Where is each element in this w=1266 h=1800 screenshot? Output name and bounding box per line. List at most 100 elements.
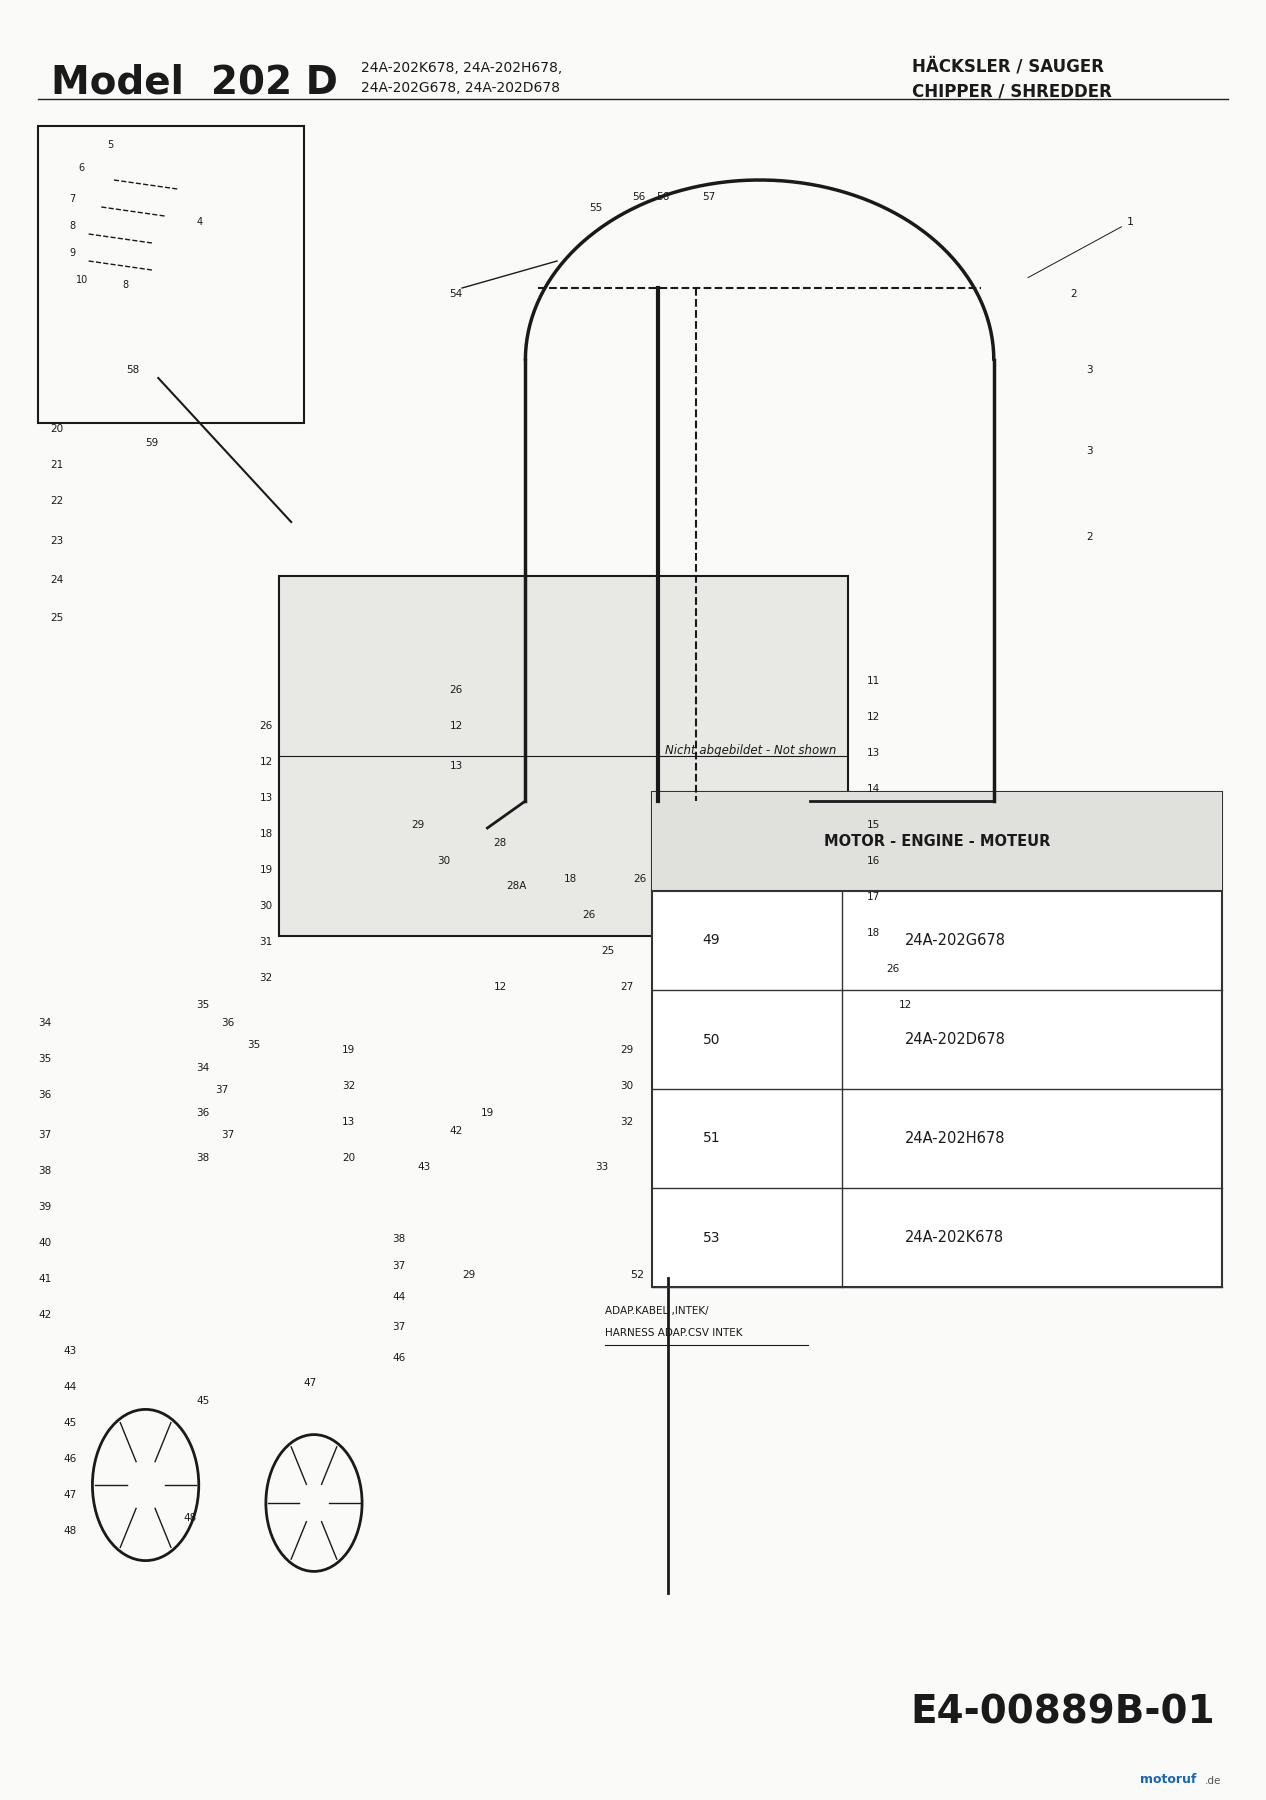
Text: 30: 30 [260, 902, 272, 911]
Text: 58: 58 [127, 365, 139, 374]
Text: 5: 5 [108, 140, 114, 149]
Text: 13: 13 [260, 794, 272, 803]
Text: Model  202 D: Model 202 D [51, 63, 338, 101]
Text: 56: 56 [656, 193, 668, 202]
Text: 24A-202H678: 24A-202H678 [905, 1130, 1005, 1147]
Bar [38, 126, 304, 423]
Text: 12: 12 [494, 983, 506, 992]
Text: 32: 32 [620, 1118, 633, 1127]
Text: 26: 26 [260, 722, 272, 731]
Text: 38: 38 [196, 1154, 209, 1163]
Text: 46: 46 [392, 1354, 405, 1363]
Text: 15: 15 [867, 821, 880, 830]
Text: 46: 46 [63, 1454, 76, 1463]
Text: 53: 53 [703, 1231, 720, 1244]
Text: 45: 45 [196, 1397, 209, 1406]
Text: 25: 25 [51, 614, 63, 623]
Text: 35: 35 [38, 1055, 51, 1064]
Text: 33: 33 [595, 1163, 608, 1172]
Text: 44: 44 [63, 1382, 76, 1391]
Text: 48: 48 [184, 1514, 196, 1523]
Text: 2: 2 [1086, 533, 1093, 542]
Text: 12: 12 [260, 758, 272, 767]
Text: 27: 27 [620, 983, 633, 992]
Text: 24A-202D678: 24A-202D678 [905, 1031, 1006, 1048]
Text: 29: 29 [462, 1271, 475, 1280]
Text: 30: 30 [437, 857, 449, 866]
Text: 24: 24 [51, 576, 63, 585]
Text: 3: 3 [1086, 365, 1093, 374]
Text: 12: 12 [867, 713, 880, 722]
Text: 18: 18 [563, 875, 576, 884]
Text: 42: 42 [449, 1127, 462, 1136]
Text: 49: 49 [703, 934, 720, 947]
Text: CHIPPER / SHREDDER: CHIPPER / SHREDDER [912, 83, 1112, 101]
Text: HARNESS ADAP.CSV INTEK: HARNESS ADAP.CSV INTEK [605, 1328, 743, 1337]
Text: 20: 20 [51, 425, 63, 434]
Text: 59: 59 [146, 439, 158, 448]
Text: 39: 39 [38, 1202, 51, 1211]
Text: 13: 13 [342, 1118, 354, 1127]
Text: 29: 29 [620, 1046, 633, 1055]
Text: 23: 23 [51, 536, 63, 545]
Text: 43: 43 [418, 1163, 430, 1172]
Text: 56: 56 [632, 193, 644, 202]
Text: 24A-202K678, 24A-202H678,
24A-202G678, 24A-202D678: 24A-202K678, 24A-202H678, 24A-202G678, 2… [361, 61, 562, 95]
Text: 26: 26 [633, 875, 646, 884]
Text: 29: 29 [411, 821, 424, 830]
Text: 3: 3 [1086, 446, 1093, 455]
Text: 13: 13 [867, 749, 880, 758]
Text: 4: 4 [196, 218, 203, 227]
Text: 34: 34 [38, 1019, 51, 1028]
Text: 26: 26 [886, 965, 899, 974]
Text: motoruf: motoruf [1139, 1773, 1196, 1786]
Text: MOTOR - ENGINE - MOTEUR: MOTOR - ENGINE - MOTEUR [824, 833, 1050, 850]
Text: ADAP.KABEL ,INTEK/: ADAP.KABEL ,INTEK/ [605, 1307, 709, 1316]
Text: 37: 37 [392, 1262, 405, 1271]
Text: 44: 44 [392, 1292, 405, 1301]
Text: 17: 17 [867, 893, 880, 902]
Text: 31: 31 [260, 938, 272, 947]
Text: 18: 18 [260, 830, 272, 839]
Text: .de: .de [1205, 1775, 1222, 1786]
Text: 38: 38 [392, 1235, 405, 1244]
Text: 12: 12 [449, 722, 462, 731]
Text: 13: 13 [449, 761, 462, 770]
Bar [279, 576, 848, 936]
Text: 19: 19 [342, 1046, 354, 1055]
Text: 8: 8 [123, 281, 129, 290]
Text: 24A-202K678: 24A-202K678 [905, 1229, 1004, 1246]
Text: 8: 8 [70, 221, 76, 230]
Text: 14: 14 [867, 785, 880, 794]
Text: 40: 40 [38, 1238, 51, 1247]
Text: 11: 11 [867, 677, 880, 686]
Text: 24A-202G678: 24A-202G678 [905, 932, 1006, 949]
Text: 37: 37 [392, 1323, 405, 1332]
Text: 37: 37 [215, 1085, 228, 1094]
Text: 37: 37 [38, 1130, 51, 1139]
Text: 36: 36 [222, 1019, 234, 1028]
Text: Nicht abgebildet - Not shown: Nicht abgebildet - Not shown [665, 743, 836, 758]
Text: 21: 21 [51, 461, 63, 470]
Text: 55: 55 [589, 203, 601, 212]
Text: 9: 9 [70, 248, 76, 257]
Text: 50: 50 [703, 1033, 720, 1046]
Text: 6: 6 [78, 164, 85, 173]
Text: 16: 16 [867, 857, 880, 866]
Text: 32: 32 [260, 974, 272, 983]
Text: 1: 1 [1028, 218, 1134, 277]
Text: 51: 51 [703, 1132, 720, 1145]
Text: 45: 45 [63, 1418, 76, 1427]
Text: 2: 2 [1070, 290, 1076, 299]
Text: 35: 35 [247, 1040, 260, 1049]
Text: E4-00889B-01: E4-00889B-01 [910, 1694, 1215, 1732]
Text: 34: 34 [196, 1064, 209, 1073]
Text: 41: 41 [38, 1274, 51, 1283]
Text: 54: 54 [449, 290, 462, 299]
Text: 20: 20 [342, 1154, 354, 1163]
Text: 26: 26 [582, 911, 595, 920]
Text: 26: 26 [449, 686, 462, 695]
Text: 28A: 28A [506, 882, 527, 891]
Text: 38: 38 [38, 1166, 51, 1175]
Text: 30: 30 [620, 1082, 633, 1091]
